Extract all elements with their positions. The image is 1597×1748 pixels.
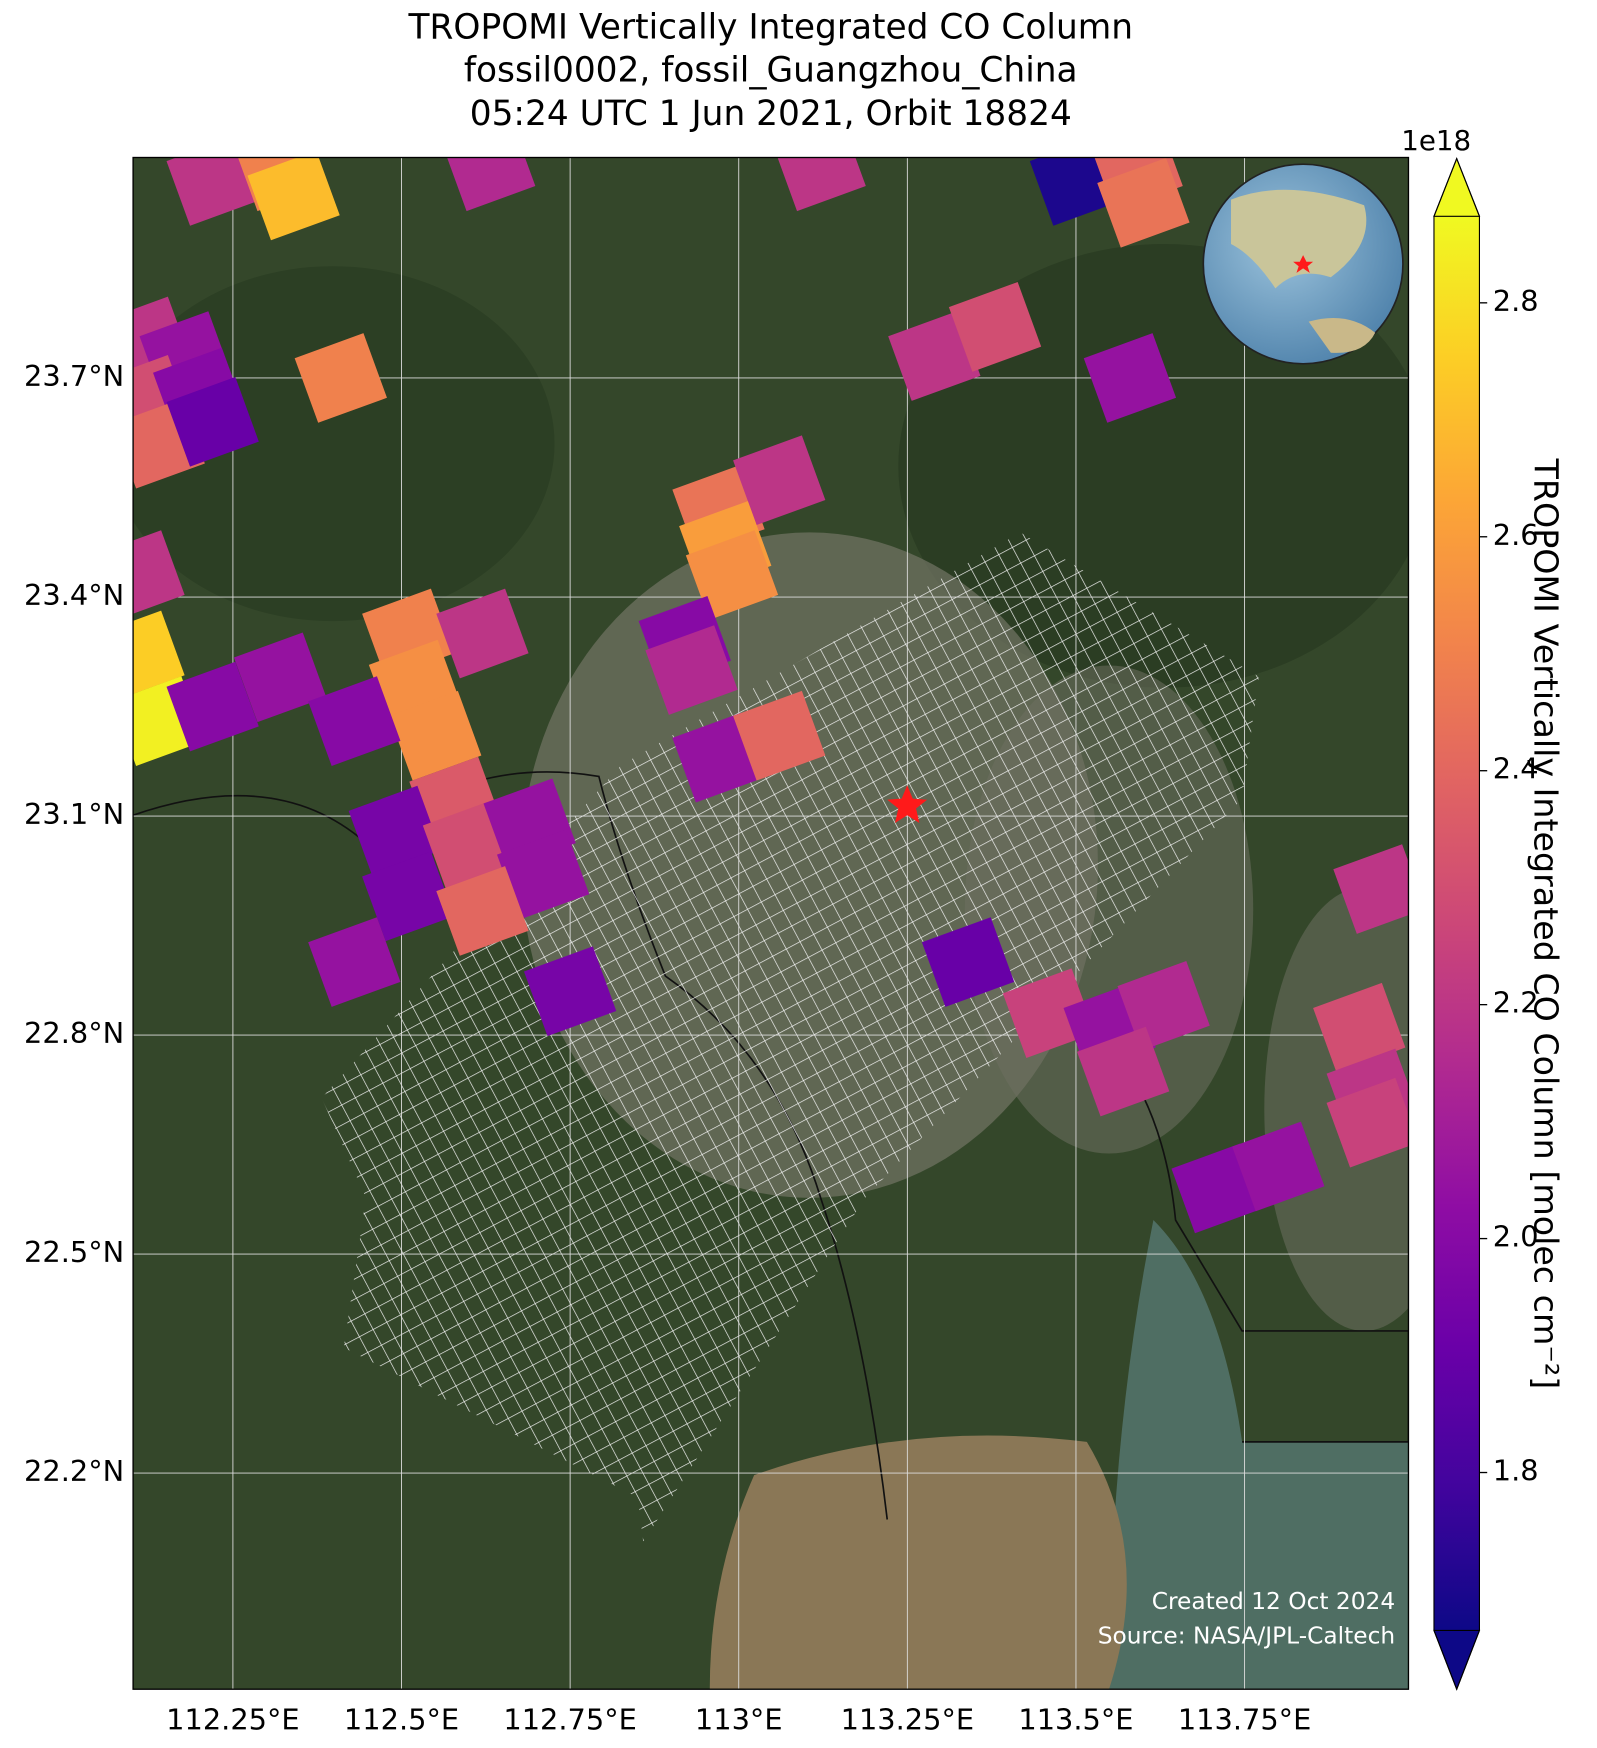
pixel bbox=[1232, 1121, 1325, 1212]
x-tick-label: 113.75°E bbox=[1178, 1702, 1311, 1736]
colorbar-tick-label: 2.6 bbox=[1493, 518, 1539, 552]
colorbar-offset: 1e18 bbox=[1401, 124, 1471, 157]
water bbox=[709, 1435, 1127, 1690]
title-line: TROPOMI Vertically Integrated CO Column bbox=[408, 7, 1133, 47]
pixel bbox=[233, 632, 327, 723]
swath-grid bbox=[321, 532, 1259, 1542]
colorbar-extend bbox=[1433, 1629, 1481, 1691]
pixel bbox=[1097, 157, 1190, 248]
colorbar: 1e18 TROPOMI Vertically Integrated CO Co… bbox=[1401, 124, 1565, 1691]
pixel bbox=[645, 625, 738, 715]
pixel bbox=[308, 917, 401, 1007]
colorbar-label: TROPOMI Vertically Integrated CO Column … bbox=[1526, 458, 1565, 1390]
colorbar-extend bbox=[1433, 157, 1481, 217]
x-tick-label: 112.75°E bbox=[503, 1702, 636, 1736]
x-tick-label: 112.25°E bbox=[166, 1702, 299, 1736]
colorbar-frame bbox=[1433, 157, 1480, 1691]
pixel bbox=[733, 690, 826, 781]
terrain bbox=[133, 266, 555, 622]
pixel bbox=[166, 376, 259, 467]
title-line: fossil0002, fossil_Guangzhou_China bbox=[464, 51, 1078, 91]
pixel bbox=[436, 866, 529, 956]
pixel bbox=[1117, 961, 1210, 1051]
pixel bbox=[166, 157, 259, 226]
pixel bbox=[389, 690, 482, 781]
pixel bbox=[1002, 968, 1096, 1058]
pixel bbox=[948, 282, 1042, 372]
x-tick-label: 113.5°E bbox=[1018, 1702, 1133, 1736]
pixel bbox=[888, 311, 981, 401]
y-tick-label: 23.4°N bbox=[24, 578, 124, 612]
credit: Source: NASA/JPL-Caltech bbox=[1098, 1623, 1395, 1650]
pixel bbox=[773, 157, 866, 212]
pixel bbox=[1077, 1026, 1170, 1117]
water bbox=[1109, 1220, 1409, 1690]
pixel bbox=[496, 829, 590, 920]
map-area: Created 12 Oct 2024 Source: NASA/JPL-Cal… bbox=[133, 157, 1409, 1690]
title-block: TROPOMI Vertically Integrated CO Column … bbox=[408, 7, 1133, 134]
pixel bbox=[733, 435, 826, 526]
colorbar-tick-label: 2.8 bbox=[1493, 284, 1539, 318]
x-tick-label: 113°E bbox=[695, 1702, 783, 1736]
colorbar-tick-label: 2.2 bbox=[1493, 986, 1539, 1020]
colorbar-tick-label: 1.8 bbox=[1493, 1454, 1539, 1488]
pixel bbox=[348, 785, 441, 876]
map-frame bbox=[132, 156, 1410, 1690]
y-tick-label: 23.1°N bbox=[24, 797, 124, 831]
x-tick-label: 112.5°E bbox=[344, 1702, 459, 1736]
globe-inset bbox=[1202, 163, 1404, 365]
x-tick-label: 113.25°E bbox=[841, 1702, 974, 1736]
y-tick-label: 23.7°N bbox=[24, 359, 124, 393]
pixel bbox=[308, 676, 401, 766]
colorbar-tick-label: 2.4 bbox=[1493, 752, 1539, 786]
pixel bbox=[294, 333, 387, 423]
colorbar-scale bbox=[1433, 216, 1480, 1631]
pixel bbox=[1083, 333, 1177, 423]
pixel bbox=[1326, 1077, 1409, 1168]
colorbar-tick-label: 2.0 bbox=[1493, 1220, 1539, 1254]
pixel bbox=[133, 530, 185, 620]
pixel bbox=[921, 917, 1015, 1007]
y-tick-label: 22.2°N bbox=[24, 1454, 124, 1488]
pixel bbox=[133, 610, 185, 701]
pixel bbox=[166, 661, 259, 752]
pixel bbox=[362, 851, 455, 942]
axis-labels: 112.25°E 112.5°E 112.75°E 113°E 113.25°E 113.… bbox=[24, 359, 1311, 1736]
target-star bbox=[887, 785, 928, 823]
y-tick-label: 22.8°N bbox=[24, 1016, 124, 1050]
title-line: 05:24 UTC 1 Jun 2021, Orbit 18824 bbox=[470, 94, 1072, 134]
pixel bbox=[436, 588, 529, 679]
pixel bbox=[1313, 982, 1406, 1073]
pixel bbox=[247, 157, 340, 241]
pixel bbox=[685, 530, 779, 620]
pixel bbox=[1333, 844, 1409, 934]
credit: Created 12 Oct 2024 bbox=[1152, 1588, 1395, 1615]
pixel bbox=[443, 157, 536, 212]
pixels bbox=[133, 157, 1409, 1234]
y-tick-label: 22.5°N bbox=[24, 1235, 124, 1269]
pixel bbox=[523, 946, 617, 1037]
